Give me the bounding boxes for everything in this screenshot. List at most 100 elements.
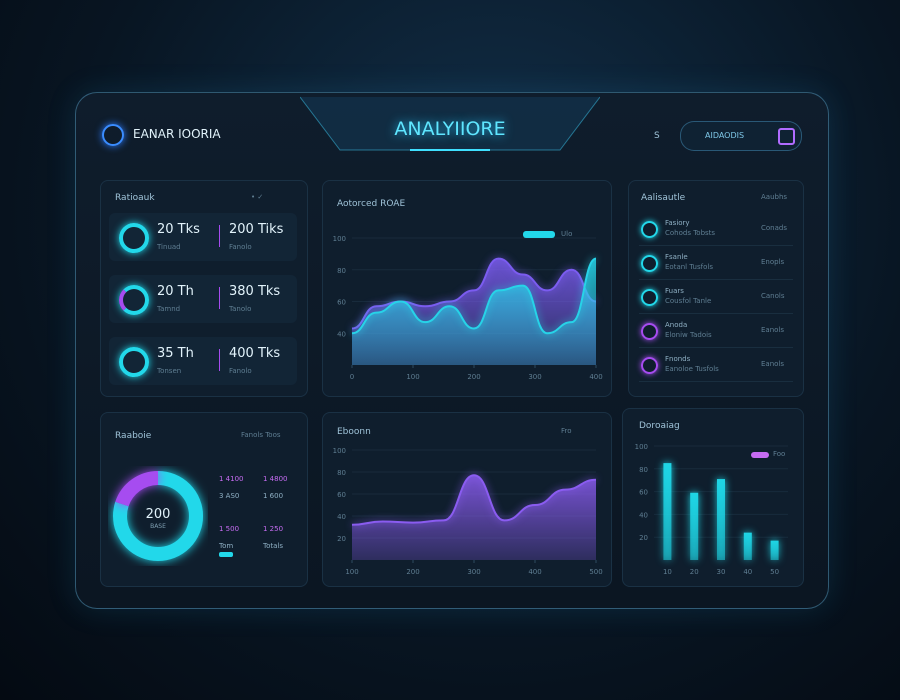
- x-tick-label: 300: [528, 373, 541, 381]
- legend-text: Totals: [263, 542, 283, 550]
- x-tick-label: 100: [406, 373, 419, 381]
- y-tick-label: 80: [639, 466, 648, 474]
- donut-center: 200: [146, 507, 171, 522]
- mode-toggle[interactable]: S: [654, 131, 660, 141]
- activity-panel: Aalisautle Aaubhs Fasiory Cohods Tobsts Co…: [628, 180, 804, 397]
- x-tick-label: 200: [406, 568, 419, 576]
- area-fill: [352, 475, 596, 560]
- area-line: [351, 474, 597, 526]
- y-tick-label: 60: [639, 489, 648, 497]
- bar-chart: 20 40 60 80 100 10 20 30 40 50: [635, 443, 788, 576]
- stat-value: 380 Tks: [229, 284, 281, 299]
- action-icon: [778, 128, 795, 145]
- stat-value: 20 Tks: [157, 222, 200, 237]
- legend-text: 1 250: [263, 525, 284, 533]
- legend-text: 1 500: [219, 525, 240, 533]
- activity-sub: Cohods Tobsts: [665, 229, 716, 237]
- bar: [743, 532, 752, 560]
- activity-sub: Eloniw Tadois: [665, 331, 712, 339]
- stats-menu[interactable]: • ✓: [251, 193, 264, 201]
- row-divider: [639, 245, 793, 246]
- area-fill: [352, 258, 596, 365]
- x-tick-label: 100: [345, 568, 358, 576]
- stat-value: 200 Tiks: [229, 222, 284, 237]
- page-title: ANALYIIORE: [394, 118, 506, 140]
- activity-sub: Cousfol Tanle: [665, 297, 712, 305]
- legend-text: Ulo: [561, 230, 573, 238]
- stat-value: 400 Tks: [229, 346, 281, 361]
- stat-ring: [119, 347, 149, 377]
- activity-icon: [641, 289, 658, 306]
- x-tick-label: 0: [350, 373, 354, 381]
- bar-title: Doroaiag: [639, 421, 680, 431]
- bar: [663, 463, 672, 560]
- y-tick-label: 80: [337, 267, 346, 275]
- activity-title: Fuars: [665, 287, 684, 295]
- stat-label: Fanolo: [229, 367, 252, 375]
- action-pill[interactable]: AIDAODIS: [680, 121, 802, 151]
- stats-title: Ratioauk: [115, 193, 155, 203]
- divider: [219, 349, 220, 371]
- activity-right: Enopls: [761, 258, 785, 266]
- y-tick-label: 60: [337, 491, 346, 499]
- divider: [219, 287, 220, 309]
- activity-icon: [641, 221, 658, 238]
- y-tick-label: 40: [337, 513, 346, 521]
- area-line: [351, 257, 597, 330]
- activity-title: Anoda: [665, 321, 688, 329]
- activity-icon: [641, 323, 658, 340]
- activity-right: Conads: [761, 224, 787, 232]
- stat-ring: [119, 223, 149, 253]
- donut-panel: Raaboie Fanols Toos 1 4100 1 4800 3 AS0 1 6…: [100, 412, 308, 587]
- y-tick-label: 100: [635, 443, 648, 451]
- x-tick-label: 40: [743, 568, 752, 576]
- donut-menu[interactable]: Fanols Toos: [241, 431, 281, 439]
- activity-right: Eanols: [761, 360, 785, 368]
- activity-icon: [641, 357, 658, 374]
- brand-icon: [102, 124, 124, 146]
- row-divider: [639, 381, 793, 382]
- donut-segment: [113, 471, 203, 561]
- x-tick-label: 500: [589, 568, 602, 576]
- brand: EANAR IOORIA: [133, 127, 221, 141]
- x-tick-label: 50: [770, 568, 779, 576]
- stat-value: 20 Th: [157, 284, 194, 299]
- stats-panel: Ratioauk • ✓ 20 Tks Tinuad 200 Tiks Fanolo 2…: [100, 180, 308, 397]
- activity-icon: [641, 255, 658, 272]
- legend-text: Foo: [773, 450, 786, 458]
- activity-title: Fasiory: [665, 219, 690, 227]
- area-chart: 40 60 80 100 0 100 200 300 400: [333, 235, 603, 381]
- legend-swatch: [219, 552, 233, 557]
- bar: [717, 479, 725, 560]
- y-tick-label: 60: [337, 299, 346, 307]
- stat-label: Tamnd: [157, 305, 181, 313]
- activity-menu[interactable]: Aaubhs: [761, 193, 788, 201]
- row-divider: [639, 279, 793, 280]
- stat-label: Tinuad: [157, 243, 181, 251]
- activity-title: Fnonds: [665, 355, 691, 363]
- legend-text: Fro: [561, 427, 572, 435]
- legend-text: Tom: [219, 542, 234, 550]
- bar: [690, 492, 699, 560]
- area-title: Aotorced ROAE: [337, 199, 406, 209]
- activity-sub: Eotanl Tusfols: [665, 263, 713, 271]
- action-label: AIDAODIS: [705, 131, 745, 140]
- area2-title: Eboonn: [337, 427, 371, 437]
- stat-label: Tanolo: [229, 305, 252, 313]
- x-tick-label: 300: [467, 568, 480, 576]
- stat-ring: [119, 285, 149, 315]
- y-tick-label: 100: [333, 235, 346, 243]
- activity-title: Fsanle: [665, 253, 688, 261]
- legend-pill: [523, 231, 555, 238]
- legend-pill: [751, 452, 769, 458]
- x-tick-label: 400: [589, 373, 602, 381]
- y-tick-label: 20: [337, 535, 346, 543]
- x-tick-label: 30: [717, 568, 726, 576]
- area-chart: 20 40 60 80 100 100 200 300 400 500: [333, 447, 603, 576]
- legend-text: 1 4800: [263, 475, 288, 483]
- stat-label: Tonsen: [157, 367, 182, 375]
- donut-sub: BASE: [150, 523, 166, 530]
- row-divider: [639, 347, 793, 348]
